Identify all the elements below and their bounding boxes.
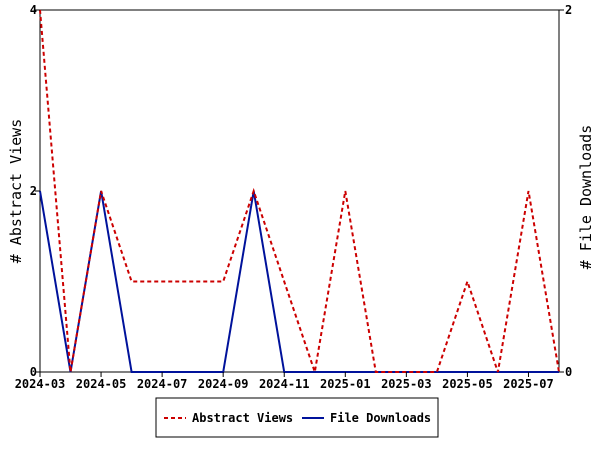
legend-box xyxy=(155,397,439,438)
x-tick-label: 2024-11 xyxy=(259,377,310,391)
series-layer xyxy=(39,9,560,373)
x-tick-label: 2025-03 xyxy=(381,377,432,391)
y-right-tick-label: 2 xyxy=(565,3,572,17)
y-axis-title-right: # File Downloads xyxy=(577,125,595,270)
x-tick-label: 2024-03 xyxy=(15,377,66,391)
y-axis-title-left: # Abstract Views xyxy=(7,119,25,264)
x-tick-label: 2025-07 xyxy=(503,377,554,391)
x-tick-label: 2024-09 xyxy=(198,377,249,391)
legend-label-abstract-views: Abstract Views xyxy=(192,411,293,425)
x-tick-label: 2024-07 xyxy=(137,377,188,391)
tick-layer: 2024-03 2024-05 2024-07 2024-09 2024-11 2025-… xyxy=(15,3,573,391)
y-left-tick-label: 0 xyxy=(30,365,37,379)
x-tick-label: 2025-01 xyxy=(320,377,371,391)
x-tick-label: 2024-05 xyxy=(76,377,127,391)
y-left-tick-label: 4 xyxy=(30,3,37,17)
y-left-tick-label: 2 xyxy=(30,184,37,198)
x-tick-label: 2025-05 xyxy=(442,377,493,391)
y-right-tick-label: 0 xyxy=(565,365,572,379)
plot-area xyxy=(39,9,560,373)
legend: Abstract Views File Downloads xyxy=(155,397,439,438)
legend-label-file-downloads: File Downloads xyxy=(330,411,431,425)
series-line-file-downloads xyxy=(39,190,559,373)
series-line-abstract-views xyxy=(39,9,560,373)
